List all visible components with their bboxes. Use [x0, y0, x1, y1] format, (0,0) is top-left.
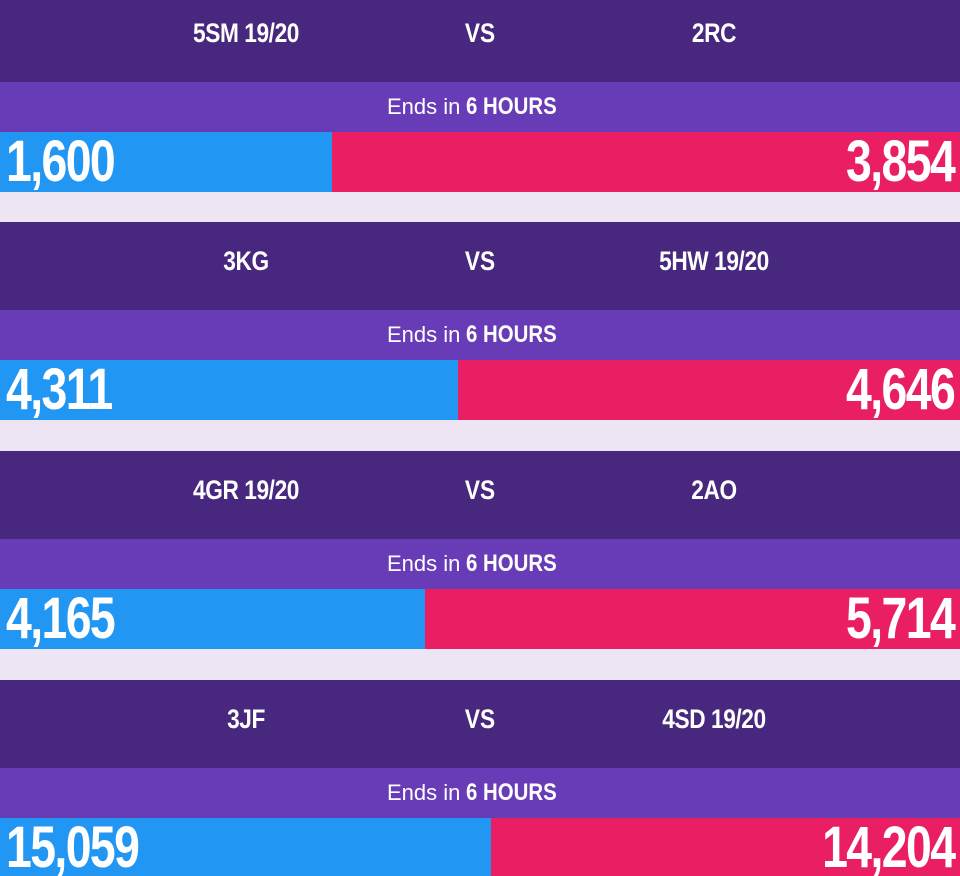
home-score: 4,311 [6, 360, 113, 420]
home-score-fill [0, 132, 333, 192]
match-card[interactable]: 4GR 19/20 VS 2AO Ends in 6 HOURS 4,165 5,… [0, 451, 960, 649]
vs-label: VS [464, 704, 496, 734]
countdown-bar: Ends in 6 HOURS [0, 768, 960, 818]
home-score-fill [0, 589, 426, 649]
countdown-value: 6 HOURS [466, 779, 558, 806]
home-score: 1,600 [6, 132, 116, 192]
countdown-bar: Ends in 6 HOURS [0, 539, 960, 589]
home-team-name: 3KG [223, 246, 269, 276]
teams-header: 3JF VS 4SD 19/20 [0, 680, 960, 768]
score-bar: 15,059 14,204 [0, 818, 960, 876]
home-team-name: 5SM 19/20 [193, 18, 299, 48]
score-bar: 1,600 3,854 [0, 132, 960, 192]
countdown-value: 6 HOURS [466, 321, 558, 348]
match-card[interactable]: 5SM 19/20 VS 2RC Ends in 6 HOURS 1,600 3,… [0, 0, 960, 192]
countdown-bar: Ends in 6 HOURS [0, 310, 960, 360]
home-team-name: 4GR 19/20 [193, 475, 299, 505]
vs-label: VS [464, 246, 496, 276]
countdown-prefix: Ends in [386, 94, 461, 119]
away-score: 14,204 [821, 818, 956, 876]
score-bar: 4,165 5,714 [0, 589, 960, 649]
teams-header: 4GR 19/20 VS 2AO [0, 451, 960, 539]
away-team-name: 5HW 19/20 [659, 246, 769, 276]
home-score-fill [0, 360, 458, 420]
home-team-name: 3JF [227, 704, 265, 734]
vs-label: VS [464, 18, 496, 48]
score-bar: 4,311 4,646 [0, 360, 960, 420]
home-score-fill [0, 818, 491, 876]
away-team-name: 4SD 19/20 [662, 704, 766, 734]
away-team-name: 2RC [691, 18, 737, 48]
home-score: 4,165 [6, 589, 116, 649]
away-score: 3,854 [845, 132, 956, 192]
countdown-prefix: Ends in [386, 322, 461, 347]
away-score: 5,714 [845, 589, 956, 649]
match-card[interactable]: 3JF VS 4SD 19/20 Ends in 6 HOURS 15,059 1… [0, 680, 960, 876]
teams-header: 3KG VS 5HW 19/20 [0, 222, 960, 310]
home-score: 15,059 [6, 818, 140, 876]
countdown-value: 6 HOURS [466, 550, 558, 577]
away-score: 4,646 [845, 360, 956, 420]
teams-header: 5SM 19/20 VS 2RC [0, 0, 960, 82]
countdown-prefix: Ends in [386, 780, 461, 805]
countdown-bar: Ends in 6 HOURS [0, 82, 960, 132]
vs-label: VS [464, 475, 496, 505]
countdown-prefix: Ends in [386, 551, 461, 576]
away-team-name: 2AO [691, 475, 737, 505]
match-card[interactable]: 3KG VS 5HW 19/20 Ends in 6 HOURS 4,311 4,… [0, 222, 960, 420]
countdown-value: 6 HOURS [466, 93, 558, 120]
